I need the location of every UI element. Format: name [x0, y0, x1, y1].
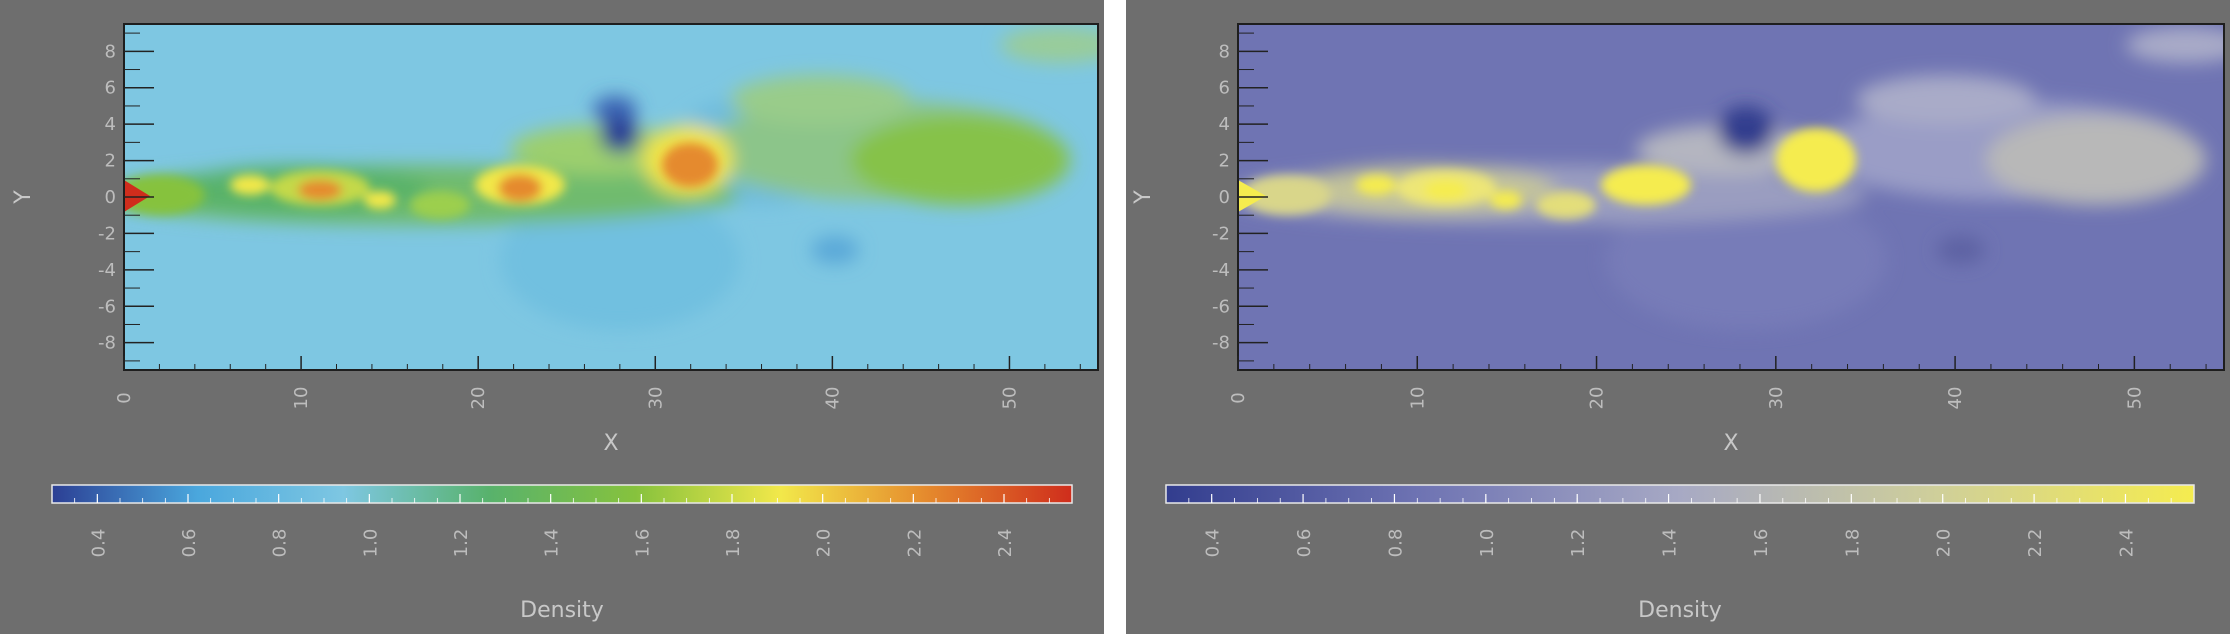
- x-tick-label: 10: [291, 387, 312, 410]
- left-density-field: [124, 24, 1098, 370]
- colorbar-tick-label: 0.8: [1385, 529, 1406, 558]
- x-axis-label: X: [1723, 431, 1738, 456]
- y-tick-label: 2: [105, 151, 116, 172]
- y-tick-label: 6: [105, 78, 116, 99]
- y-tick-label: -2: [1212, 223, 1230, 244]
- panel-gap: [1104, 0, 1126, 634]
- right-density-field: [1238, 24, 2224, 370]
- colorbar-tick-label: 1.4: [1660, 529, 1681, 558]
- colorbar-label: Density: [520, 598, 604, 623]
- right-x-tick-labels: 0 10 20 30 40 50: [1228, 387, 2145, 410]
- x-tick-label: 50: [999, 387, 1020, 410]
- left-axis-ticks: [123, 32, 1081, 370]
- right-heatmap-chart: 0 10 20 30 40 50 8 6 4 2 0 -2 -4 -6 -8 X…: [1131, 23, 2225, 623]
- x-tick-label: 20: [468, 387, 489, 410]
- y-axis-label: Y: [11, 190, 36, 205]
- colorbar-tick-label: 1.4: [542, 529, 563, 558]
- x-tick-label: 10: [1407, 387, 1428, 410]
- colorbar-tick-label: 2.0: [1934, 529, 1955, 558]
- y-tick-label: 6: [1219, 78, 1230, 99]
- colorbar-tick-label: 1.6: [1751, 529, 1772, 558]
- colorbar-tick-label: 2.0: [814, 529, 835, 558]
- y-tick-label: 8: [1219, 41, 1230, 62]
- x-tick-label: 0: [1228, 392, 1249, 403]
- y-tick-label: -6: [98, 296, 116, 317]
- x-tick-label: 50: [2124, 387, 2145, 410]
- left-colorbar: [51, 484, 1073, 504]
- y-tick-label: -4: [98, 260, 116, 281]
- x-tick-label: 30: [1766, 387, 1787, 410]
- colorbar-tick-label: 2.4: [2116, 529, 2137, 558]
- colorbar-tick-label: 0.6: [179, 529, 200, 558]
- colorbar-tick-label: 1.2: [451, 529, 472, 558]
- colorbar-tick-label: 2.2: [904, 529, 925, 558]
- colorbar-tick-label: 0.4: [1203, 529, 1224, 558]
- x-tick-label: 40: [822, 387, 843, 410]
- y-tick-label: 0: [105, 187, 116, 208]
- y-tick-label: -8: [1212, 333, 1230, 354]
- y-tick-label: 0: [1219, 187, 1230, 208]
- x-tick-label: 20: [1587, 387, 1608, 410]
- left-x-tick-labels: 0 10 20 30 40 50: [114, 387, 1020, 410]
- x-axis-label: X: [603, 431, 618, 456]
- y-tick-label: -4: [1212, 260, 1230, 281]
- y-tick-label: 4: [1219, 114, 1230, 135]
- y-tick-label: 2: [1219, 151, 1230, 172]
- colorbar-tick-label: 1.8: [1842, 529, 1863, 558]
- right-colorbar-tick-labels: 0.4 0.6 0.8 1.0 1.2 1.4 1.6 1.8 2.0 2.2 …: [1203, 529, 2138, 558]
- right-colorbar: [1165, 484, 2195, 504]
- left-colorbar-ticks: [74, 494, 1050, 503]
- right-axis-ticks: [1237, 32, 2207, 370]
- colorbar-tick-label: 1.0: [360, 529, 381, 558]
- left-y-tick-labels: 8 6 4 2 0 -2 -4 -6 -8: [98, 41, 116, 353]
- colorbar-tick-label: 1.0: [1477, 529, 1498, 558]
- x-tick-label: 30: [645, 387, 666, 410]
- left-colorbar-tick-labels: 0.4 0.6 0.8 1.0 1.2 1.4 1.6 1.8 2.0 2.2 …: [88, 529, 1016, 558]
- y-tick-label: 4: [105, 114, 116, 135]
- right-colorbar-ticks: [1188, 494, 2172, 503]
- colorbar-tick-label: 0.8: [270, 529, 291, 558]
- y-tick-label: 8: [105, 41, 116, 62]
- left-density-panel: 0 10 20 30 40 50 8 6 4 2 0 -2 -4 -6 -8 X…: [0, 0, 1104, 634]
- colorbar-tick-label: 2.4: [995, 529, 1016, 558]
- colorbar-tick-label: 2.2: [2025, 529, 2046, 558]
- colorbar-label: Density: [1638, 598, 1722, 623]
- right-density-panel: 0 10 20 30 40 50 8 6 4 2 0 -2 -4 -6 -8 X…: [1126, 0, 2230, 634]
- y-tick-label: -6: [1212, 296, 1230, 317]
- colorbar-tick-label: 0.6: [1294, 529, 1315, 558]
- left-heatmap-chart: 0 10 20 30 40 50 8 6 4 2 0 -2 -4 -6 -8 X…: [11, 23, 1099, 623]
- x-tick-label: 40: [1945, 387, 1966, 410]
- x-tick-label: 0: [114, 392, 135, 403]
- colorbar-tick-label: 1.8: [723, 529, 744, 558]
- colorbar-tick-label: 1.6: [632, 529, 653, 558]
- y-tick-label: -8: [98, 333, 116, 354]
- y-tick-label: -2: [98, 223, 116, 244]
- colorbar-tick-label: 1.2: [1568, 529, 1589, 558]
- colorbar-tick-label: 0.4: [88, 529, 109, 558]
- right-y-tick-labels: 8 6 4 2 0 -2 -4 -6 -8: [1212, 41, 1230, 353]
- y-axis-label: Y: [1131, 190, 1156, 205]
